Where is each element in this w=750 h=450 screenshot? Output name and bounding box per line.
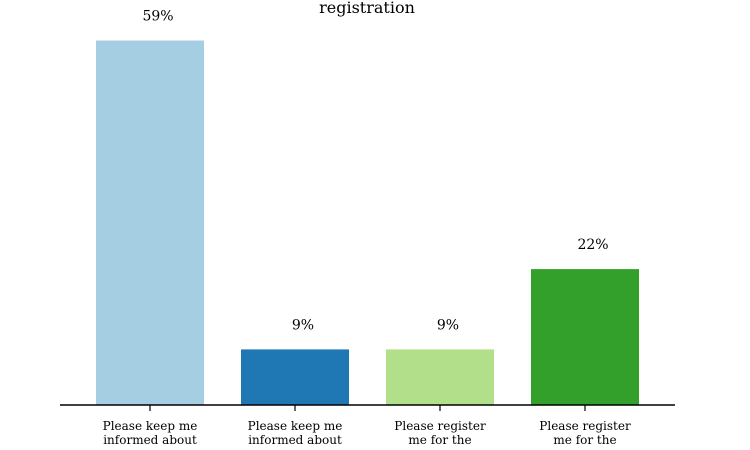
bar-2 [241, 349, 349, 405]
bar-1 [96, 40, 204, 405]
bar-value-label-3: 9% [437, 317, 459, 333]
bar-value-label-2: 9% [292, 317, 314, 333]
x-tick-label-4: Please register me for the [539, 419, 631, 447]
bar-3 [386, 349, 494, 405]
x-axis-ticks-group: Please keep me informed about Please keep … [103, 405, 631, 447]
bar-4 [531, 269, 639, 405]
x-tick-label-3: Please register me for the [394, 419, 486, 447]
x-tick-label-1: Please keep me informed about [103, 419, 198, 447]
value-labels-group: 59% 9% 9% 22% [142, 9, 608, 334]
x-tick-label-2: Please keep me informed about [248, 419, 343, 447]
bar-value-label-1: 59% [142, 9, 173, 25]
bar-value-label-4: 22% [577, 237, 608, 253]
bars-group [96, 40, 639, 405]
chart-title: registration [319, 0, 415, 17]
